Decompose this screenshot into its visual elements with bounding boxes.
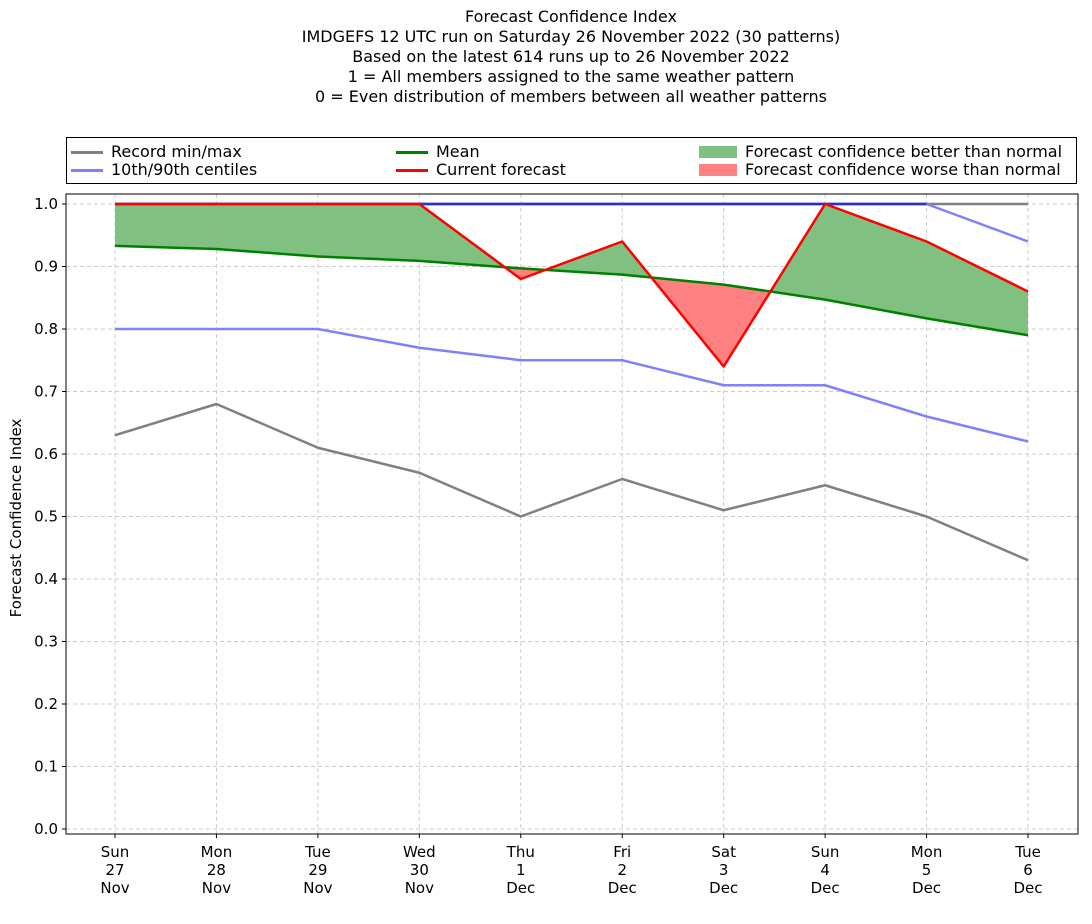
x-tick-label: 28 xyxy=(207,861,226,879)
x-tick-label: Nov xyxy=(202,879,231,897)
plot-frame xyxy=(65,193,1079,835)
y-tick-label: 0.5 xyxy=(34,508,58,526)
legend-swatch-current xyxy=(396,168,428,172)
legend-label-worse: Forecast confidence worse than normal xyxy=(745,160,1061,179)
x-tick-label: Tue xyxy=(1014,843,1041,861)
x-tick-label: Nov xyxy=(303,879,332,897)
x-tick-label: 1 xyxy=(516,861,526,879)
legend-label-centiles: 10th/90th centiles xyxy=(111,160,258,179)
title-line-3: Based on the latest 614 runs up to 26 No… xyxy=(352,47,790,66)
y-tick-label: 0.7 xyxy=(34,383,58,401)
series-p10 xyxy=(115,327,1029,443)
axes: 0.00.10.20.30.40.50.60.70.80.91.0Sun27No… xyxy=(34,193,1079,897)
series-mean xyxy=(114,244,1029,337)
y-tick-label: 0.0 xyxy=(34,820,58,838)
legend-item-better: Forecast confidence better than normal xyxy=(699,143,1062,161)
series-record-min xyxy=(114,402,1029,562)
chart-title: Forecast Confidence Index IMDGEFS 12 UTC… xyxy=(0,7,1092,107)
y-tick-label: 1.0 xyxy=(34,195,58,213)
x-tick-label: Dec xyxy=(506,879,535,897)
x-tick-label: 29 xyxy=(308,861,327,879)
y-axis-label: Forecast Confidence Index xyxy=(7,419,25,618)
x-tick-label: Thu xyxy=(506,843,535,861)
legend-swatch-record xyxy=(71,150,103,154)
worse-fill-1 xyxy=(651,277,771,367)
x-tick-label: Fri xyxy=(613,843,631,861)
x-tick-label: Mon xyxy=(911,843,943,861)
y-tick-label: 0.1 xyxy=(34,758,58,776)
x-tick-label: Dec xyxy=(608,879,637,897)
x-tick-label: 6 xyxy=(1023,861,1033,879)
x-tick-label: Sat xyxy=(711,843,736,861)
legend-label-better: Forecast confidence better than normal xyxy=(745,142,1063,161)
y-tick-label: 0.6 xyxy=(34,445,58,463)
legend: Record min/max 10th/90th centiles Mean C… xyxy=(66,137,1077,184)
legend-item-current: Current forecast xyxy=(396,161,566,179)
y-tick-label: 0.4 xyxy=(34,570,58,588)
y-tick-label: 0.2 xyxy=(34,695,58,713)
x-tick-label: 2 xyxy=(617,861,627,879)
legend-swatch-worse xyxy=(699,164,737,176)
legend-item-centiles: 10th/90th centiles xyxy=(71,161,257,179)
legend-item-record: Record min/max xyxy=(71,143,242,161)
x-tick-label: 3 xyxy=(719,861,729,879)
x-tick-label: Nov xyxy=(100,879,129,897)
title-line-2: IMDGEFS 12 UTC run on Saturday 26 Novemb… xyxy=(301,27,841,46)
better-fill-0 xyxy=(115,204,505,268)
x-tick-label: Wed xyxy=(403,843,436,861)
better-fill-1 xyxy=(545,241,652,278)
legend-label-mean: Mean xyxy=(436,142,480,161)
x-tick-label: Dec xyxy=(709,879,738,897)
series-current xyxy=(115,202,1029,368)
x-tick-label: Sun xyxy=(101,843,130,861)
x-tick-label: 30 xyxy=(410,861,429,879)
confidence-fills xyxy=(115,204,1028,367)
legend-item-mean: Mean xyxy=(396,143,480,161)
series-lines xyxy=(114,202,1029,562)
legend-swatch-centiles xyxy=(71,168,103,172)
better-fill-2 xyxy=(770,204,1028,336)
x-tick-label: 27 xyxy=(105,861,124,879)
title-line-5: 0 = Even distribution of members between… xyxy=(314,87,828,106)
x-tick-label: 4 xyxy=(820,861,830,879)
x-tick-label: 5 xyxy=(922,861,932,879)
legend-swatch-mean xyxy=(396,150,428,154)
x-tick-label: Tue xyxy=(304,843,331,861)
x-tick-label: Dec xyxy=(912,879,941,897)
legend-label-current: Current forecast xyxy=(436,160,566,179)
legend-swatch-better xyxy=(699,146,737,158)
title-line-4: 1 = All members assigned to the same wea… xyxy=(347,67,795,86)
legend-label-record: Record min/max xyxy=(111,142,242,161)
title-line-1: Forecast Confidence Index xyxy=(465,7,677,26)
x-tick-label: Nov xyxy=(405,879,434,897)
legend-item-worse: Forecast confidence worse than normal xyxy=(699,161,1061,179)
x-tick-label: Dec xyxy=(811,879,840,897)
y-tick-label: 0.8 xyxy=(34,320,58,338)
x-tick-label: Dec xyxy=(1013,879,1042,897)
x-tick-label: Mon xyxy=(201,843,233,861)
y-tick-label: 0.3 xyxy=(34,633,58,651)
y-tick-label: 0.9 xyxy=(34,258,58,276)
x-tick-label: Sun xyxy=(811,843,840,861)
